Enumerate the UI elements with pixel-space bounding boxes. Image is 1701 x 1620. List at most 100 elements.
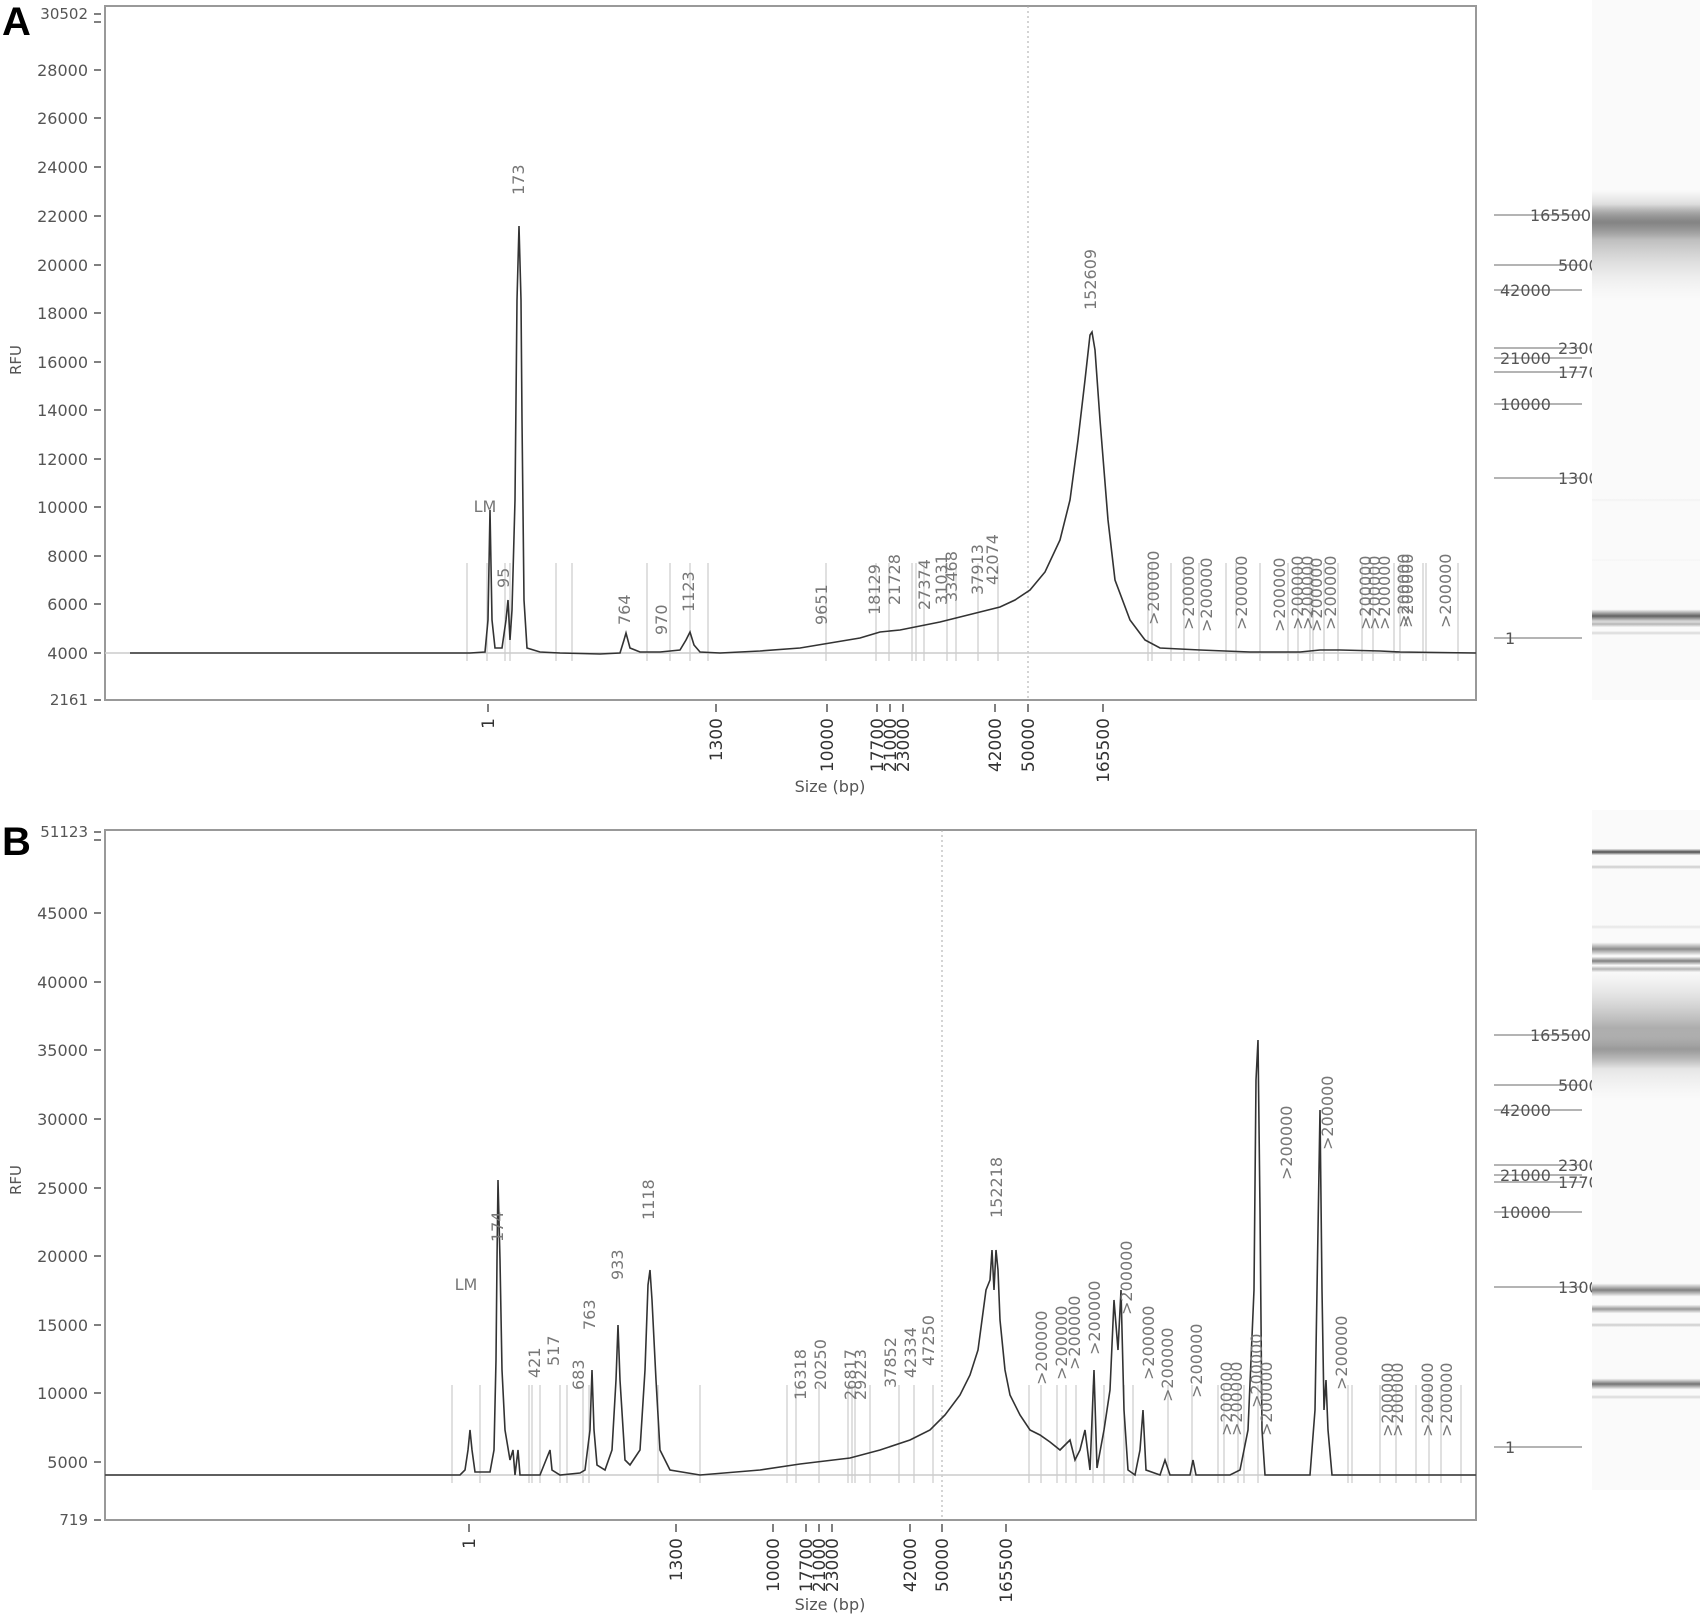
ladder-label: 1 [1505,629,1515,648]
peak-label: 37852 [881,1337,900,1388]
gel-band [1592,942,1700,956]
peak-label: 20250 [811,1339,830,1390]
peak-label: >200000 [1288,556,1307,630]
x-tick-label: 10000 [764,1538,784,1592]
peak-label: 763 [580,1299,599,1330]
peak-label: 26817 [841,1349,860,1400]
peak-label: 1118 [639,1179,658,1220]
signal-trace [105,1039,1476,1477]
x-tick-label: 23000 [823,1538,843,1592]
peak-label: >200000 [1321,556,1340,630]
gel-band [1592,1304,1700,1314]
peak-label: >200000 [1052,1306,1071,1380]
gel-smear [1592,190,1700,300]
electropherogram-b: 5112345000400003500030000250002000015000… [7,810,1700,1614]
electropherogram-a: 3050228000260002400022000200001800016000… [7,5,1700,796]
peak-label: >200000 [1356,556,1375,630]
panel-letter-a: A [2,0,31,44]
y-tick-label: 26000 [37,109,88,128]
y-tick-label: 40000 [37,973,88,992]
peak-label: 33468 [942,551,961,602]
x-tick-label: 165500 [1094,718,1114,783]
x-tick-label: 17700 [868,718,888,772]
peak-label: 174 [488,1211,507,1242]
peak-label: >200000 [1277,1106,1296,1180]
ladder-label: 21000 [1500,1166,1551,1185]
gel-band [1592,1322,1700,1328]
ladder-label: 10000 [1500,1203,1551,1222]
y-tick-label: 10000 [37,1384,88,1403]
peak-label: 683 [569,1359,588,1390]
x-tick-label: 165500 [997,1538,1017,1603]
peak-label: >200000 [1187,1324,1206,1398]
y-tick-label: 24000 [37,158,88,177]
panel-letter-b: B [2,820,31,864]
peak-label: >200000 [1398,554,1417,628]
peak-label: >200000 [1418,1363,1437,1437]
y-tick-label: 25000 [37,1179,88,1198]
panel-b: B 51123 45000 40000 35000 30000 25000 20000 150… [0,810,1701,1620]
ladder-label: 1 [1505,1438,1515,1457]
peak-label: >200000 [1247,1334,1266,1408]
peak-label: >200000 [1394,554,1413,628]
gel-band [1592,620,1700,628]
peak-label: 31031 [932,554,951,605]
x-tick-label: 1300 [667,1538,687,1581]
peak-label: 152218 [987,1157,1006,1218]
peak-label: >200000 [1117,1241,1136,1315]
x-tick-label: 23000 [894,718,914,772]
gel-band [1592,924,1700,930]
peak-label: 16318 [791,1349,810,1400]
x-tick-label: 21000 [810,1538,830,1592]
peak-label: >200000 [1065,1296,1084,1370]
peak-label: 764 [615,594,634,625]
y-tick-label: 20000 [37,1247,88,1266]
ladder-label: 42000 [1500,281,1551,300]
peak-label: >200000 [1332,1316,1351,1390]
peak-label: >200000 [1179,556,1198,630]
y-tick-label: 6000 [47,595,88,614]
peak-label: 173 [509,164,528,195]
y-axis-min-label: 2161 [50,691,88,709]
ladder-label: 165500 [1530,206,1591,225]
gel-band [1592,1378,1700,1390]
peak-label: 95 [494,568,513,588]
gel-band [1592,1394,1700,1400]
ladder-label: 165500 [1530,1026,1591,1045]
gel-band [1592,558,1700,562]
ladder-label: 42000 [1500,1101,1551,1120]
ladder-label: 1300 [1558,469,1599,488]
y-tick-label: 5000 [47,1453,88,1472]
y-tick-label: 30000 [37,1110,88,1129]
peak-label: 37913 [968,544,987,595]
gel-band [1592,965,1700,973]
x-tick-label: 1 [460,1538,480,1549]
peak-label: >200000 [1375,556,1394,630]
y-tick-label: 12000 [37,450,88,469]
panel-a: A 30502 28000 26000 24000 22000 20000 18000 160… [2,0,1700,796]
y-tick-label: 16000 [37,353,88,372]
peak-label: >200000 [1139,1306,1158,1380]
peak-label: 47250 [919,1315,938,1366]
peak-label: 42074 [983,534,1002,585]
gel-band [1592,848,1700,856]
peak-label: 27374 [915,559,934,610]
peak-label: >200000 [1298,556,1317,630]
y-axis-title: RFU [7,1165,25,1195]
x-tick-label: 21000 [881,718,901,772]
x-tick-label: 42000 [901,1538,921,1592]
peak-label: 21728 [885,554,904,605]
peak-label: 1123 [679,571,698,612]
peak-label: >200000 [1227,1362,1246,1436]
plot-frame [104,829,1477,1521]
y-tick-label: 45000 [37,904,88,923]
peak-label: 18129 [865,564,884,615]
y-tick-label: 10000 [37,498,88,517]
y-axis-max-label: 51123 [40,823,88,841]
y-tick-label: 22000 [37,207,88,226]
peak-label: >200000 [1085,1281,1104,1355]
x-tick-label: 17700 [797,1538,817,1592]
ladder-label: 21000 [1500,349,1551,368]
peak-label: LM [455,1275,478,1294]
ladder-label: 1300 [1558,1278,1599,1297]
